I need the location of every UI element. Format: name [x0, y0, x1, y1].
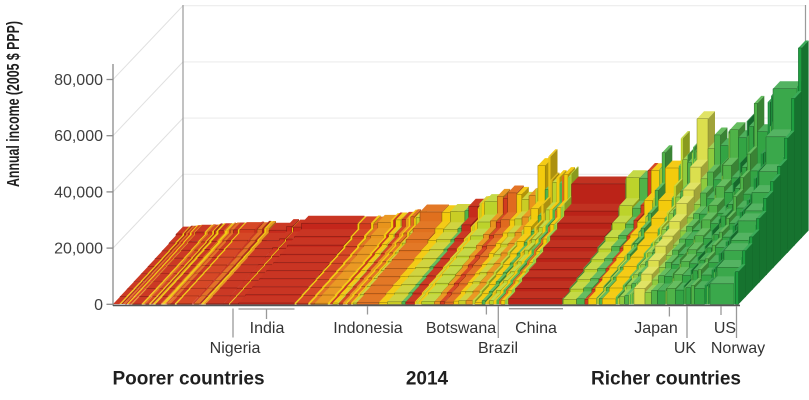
svg-text:India: India	[250, 320, 285, 337]
svg-text:Indonesia: Indonesia	[333, 320, 402, 337]
svg-text:Botswana: Botswana	[426, 320, 496, 337]
svg-text:China: China	[515, 320, 557, 337]
svg-text:80,000: 80,000	[54, 72, 103, 89]
svg-text:Annual income (2005 $ PPP): Annual income (2005 $ PPP)	[3, 21, 23, 187]
svg-text:Japan: Japan	[634, 320, 678, 337]
svg-text:60,000: 60,000	[54, 128, 103, 145]
svg-text:Brazil: Brazil	[478, 340, 518, 357]
svg-text:2014: 2014	[406, 369, 449, 390]
svg-text:0: 0	[94, 297, 103, 314]
svg-text:Richer countries: Richer countries	[591, 369, 741, 390]
svg-text:Norway: Norway	[711, 340, 765, 357]
svg-text:US: US	[714, 320, 736, 337]
svg-text:20,000: 20,000	[54, 241, 103, 258]
svg-text:40,000: 40,000	[54, 184, 103, 201]
svg-text:Nigeria: Nigeria	[210, 340, 261, 357]
svg-text:Poorer countries: Poorer countries	[112, 369, 264, 390]
svg-text:UK: UK	[674, 340, 697, 357]
